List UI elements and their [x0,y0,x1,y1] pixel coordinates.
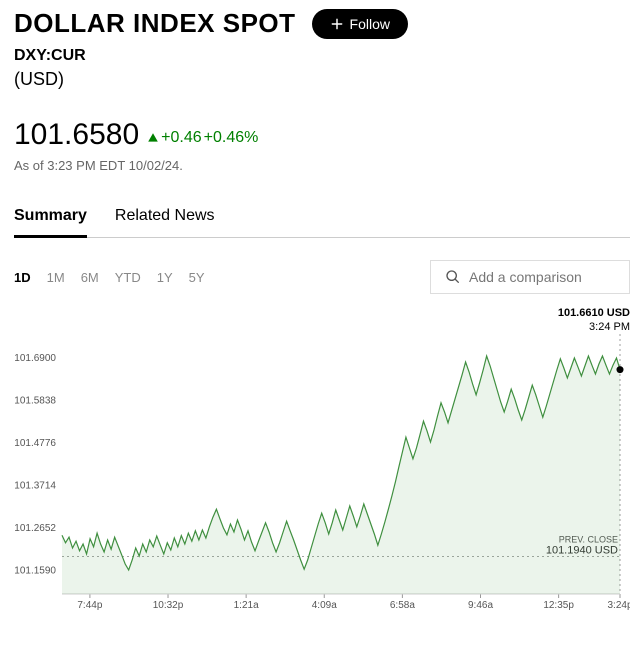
range-1m[interactable]: 1M [47,270,65,285]
price-change: +0.46 +0.46% [147,129,258,147]
instrument-title: DOLLAR INDEX SPOT [14,8,296,39]
comparison-placeholder: Add a comparison [469,269,582,285]
tab-summary[interactable]: Summary [14,207,87,238]
price-chart[interactable]: 101.6610 USD 3:24 PM 101.1590 101.2652 101… [14,306,630,616]
follow-label: Follow [350,16,390,32]
svg-text:7:44p: 7:44p [77,600,102,611]
svg-text:12:35p: 12:35p [543,600,574,611]
range-selector: 1D 1M 6M YTD 1Y 5Y [14,270,205,285]
comparison-input[interactable]: Add a comparison [430,260,630,294]
search-icon [445,269,461,285]
svg-text:101.4776: 101.4776 [14,438,56,449]
hover-time: 3:24 PM [558,320,630,334]
svg-text:3:24p: 3:24p [607,600,630,611]
currency-label: (USD) [14,69,630,90]
svg-text:6:58a: 6:58a [390,600,415,611]
last-price: 101.6580 [14,118,139,152]
svg-text:4:09a: 4:09a [312,600,337,611]
svg-text:101.3714: 101.3714 [14,480,56,491]
up-arrow-icon [147,132,159,144]
plus-icon [330,17,344,31]
range-1y[interactable]: 1Y [157,270,173,285]
ticker-symbol: DXY:CUR [14,47,630,65]
range-5y[interactable]: 5Y [189,270,205,285]
change-percent: +0.46% [204,129,259,147]
svg-text:9:46a: 9:46a [468,600,493,611]
tab-bar: Summary Related News [14,207,630,238]
quote-timestamp: As of 3:23 PM EDT 10/02/24. [14,158,630,173]
svg-text:101.5838: 101.5838 [14,395,56,406]
change-absolute: +0.46 [161,129,201,147]
svg-text:101.1590: 101.1590 [14,565,56,576]
range-6m[interactable]: 6M [81,270,99,285]
range-ytd[interactable]: YTD [115,270,141,285]
hover-tooltip: 101.6610 USD 3:24 PM [558,306,630,335]
svg-text:10:32p: 10:32p [153,600,184,611]
svg-text:1:21a: 1:21a [234,600,259,611]
hover-value: 101.6610 USD [558,306,630,320]
range-1d[interactable]: 1D [14,270,31,285]
tab-related-news[interactable]: Related News [115,207,215,237]
svg-text:101.6900: 101.6900 [14,353,56,364]
follow-button[interactable]: Follow [312,9,408,39]
svg-text:101.2652: 101.2652 [14,523,56,534]
